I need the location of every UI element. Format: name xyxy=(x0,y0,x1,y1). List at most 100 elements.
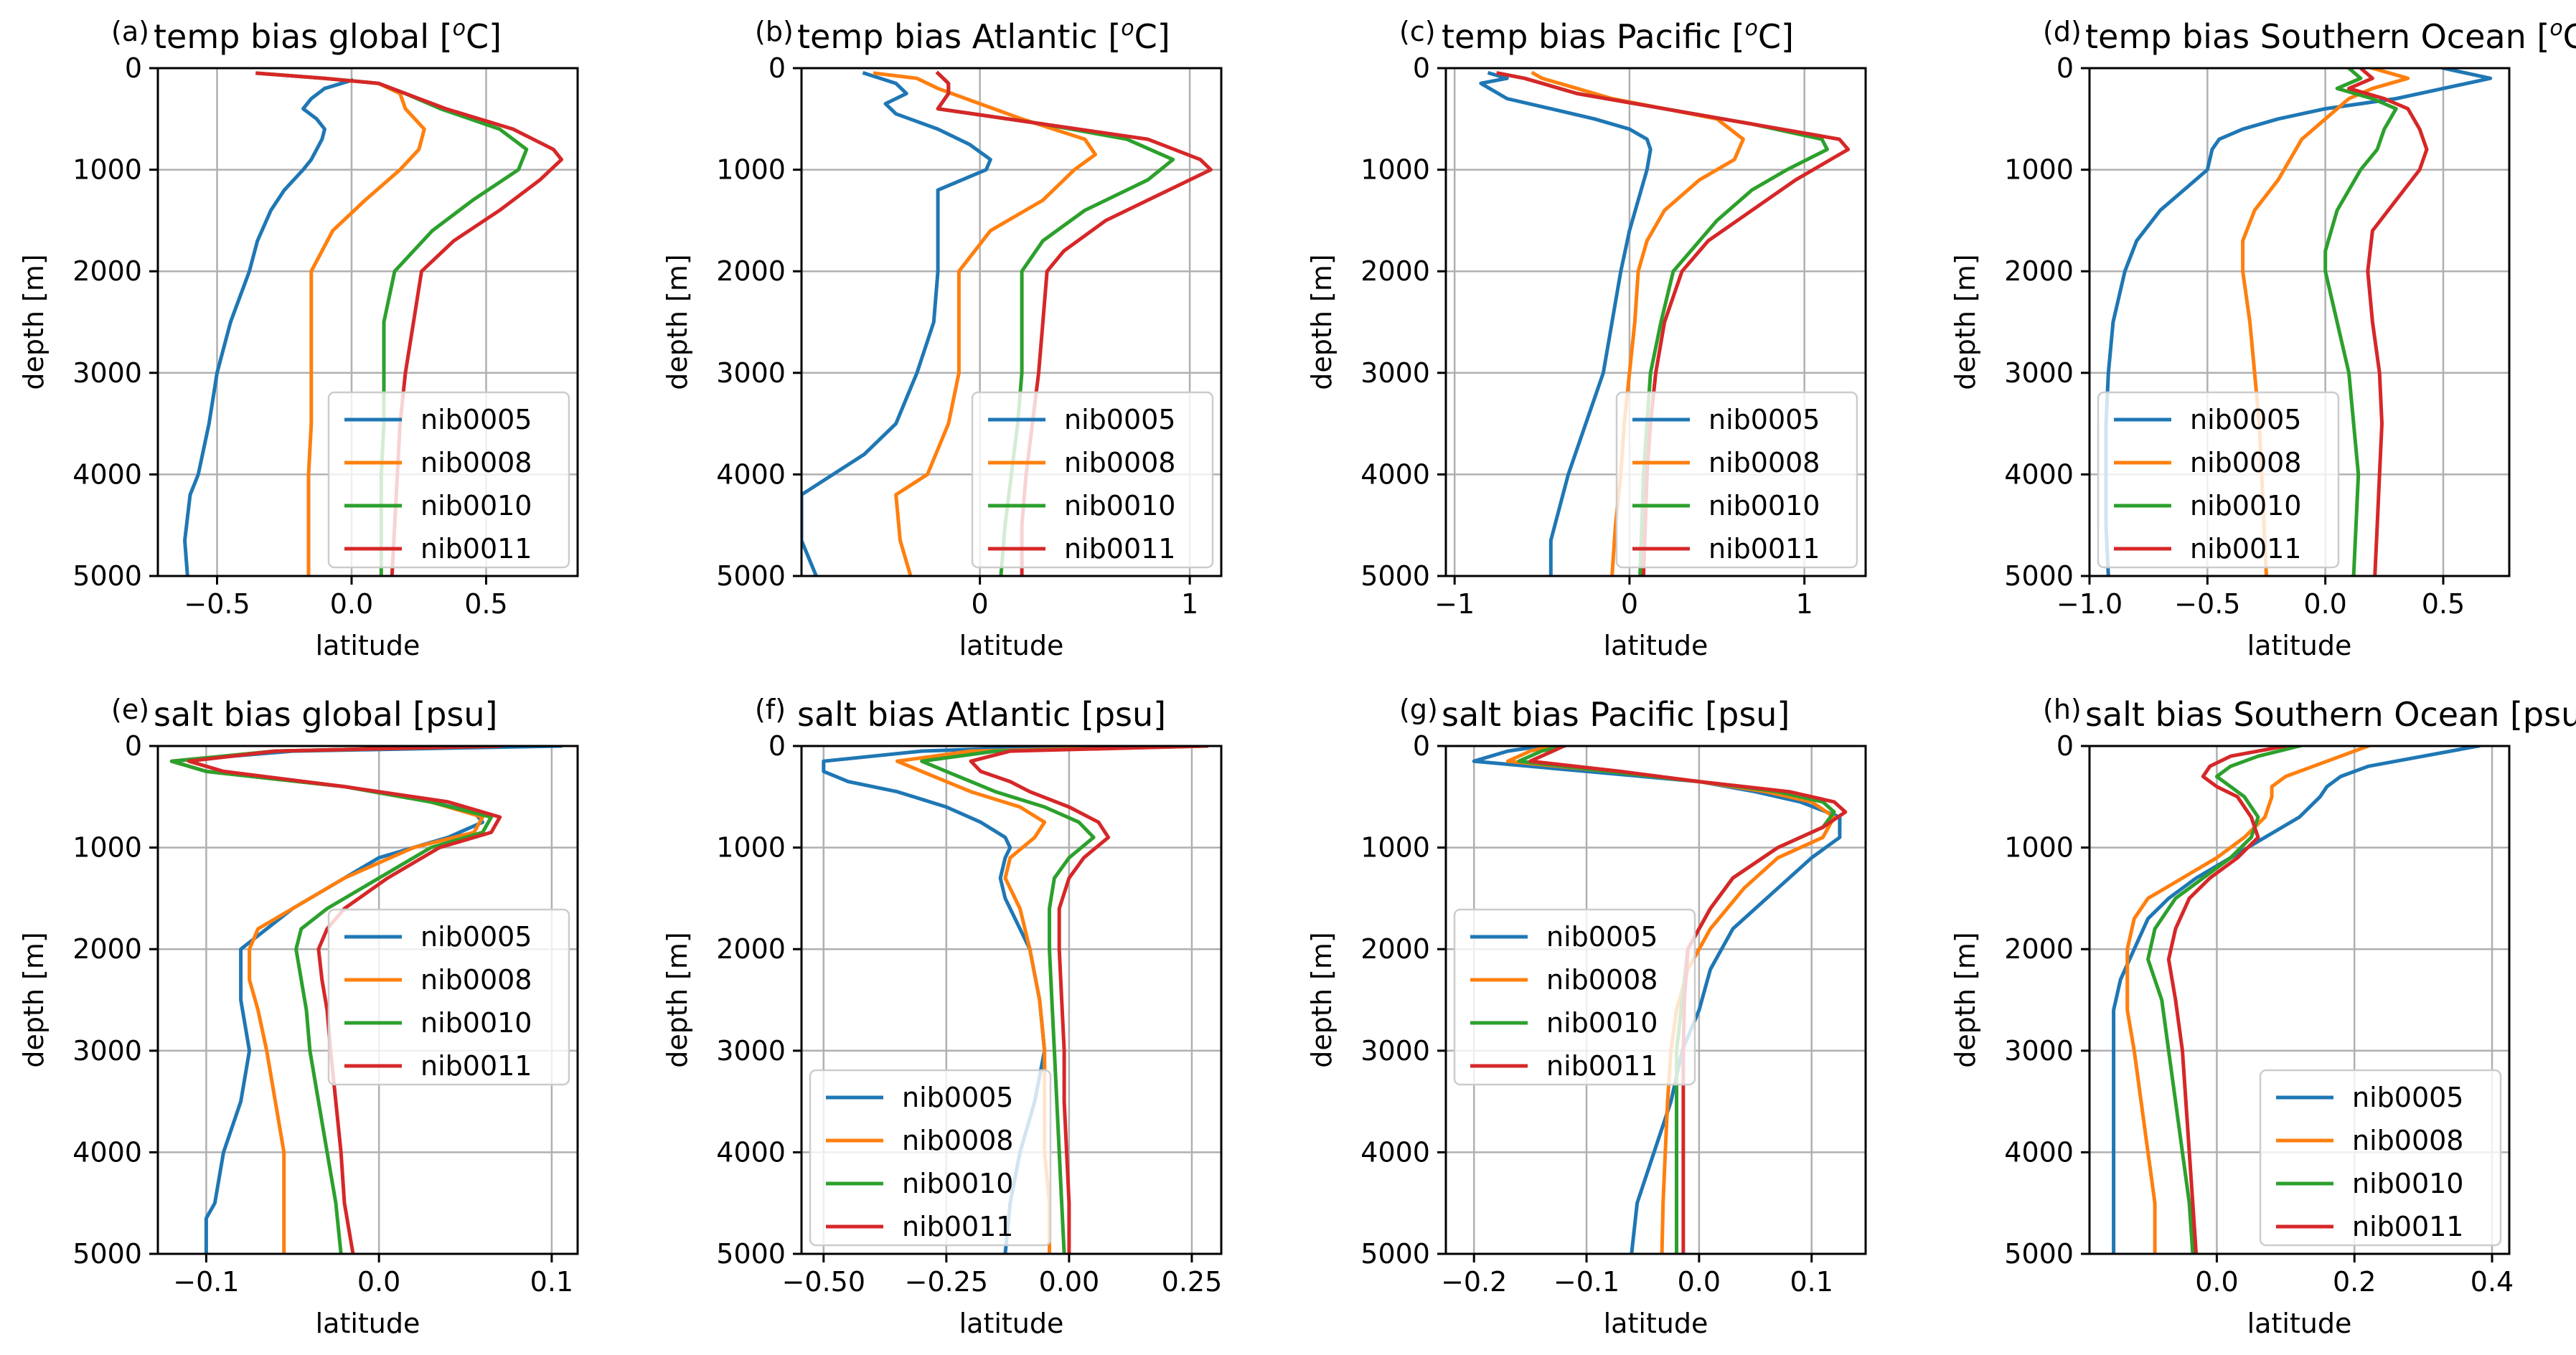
x-axis-label: latitude xyxy=(316,1308,420,1339)
x-tick-label: 0.0 xyxy=(1678,1266,1721,1298)
x-tick-label: −0.50 xyxy=(782,1266,865,1298)
y-tick-label: 5000 xyxy=(716,560,786,592)
title-superscript: o xyxy=(1121,16,1134,41)
y-axis-label: depth [m] xyxy=(662,254,693,389)
axes-frame xyxy=(2088,67,2511,577)
x-tick-label: 1 xyxy=(1796,588,1813,620)
x-axis-label: latitude xyxy=(316,630,420,661)
y-tick-label: 3000 xyxy=(1360,357,1430,389)
legend-label-nib0011: nib0011 xyxy=(2190,533,2301,565)
panel-b: 0 1 0 1000 2000 3000 4000 5000 latitude depth [m]… xyxy=(662,16,1223,661)
title-unit: C] xyxy=(1758,17,1794,56)
legend-label-nib0005: nib0005 xyxy=(902,1082,1013,1113)
y-axis-label: depth [m] xyxy=(18,254,50,389)
legend-label-nib0010: nib0010 xyxy=(902,1168,1013,1199)
legend: nib0005 nib0008 nib0010 nib0011 xyxy=(971,391,1214,569)
legend: nib0005 nib0008 nib0010 nib0011 xyxy=(1615,391,1858,569)
panel-prefix: (c) xyxy=(1399,16,1436,47)
x-tick-label: 0.5 xyxy=(2422,588,2465,620)
y-tick-label: 4000 xyxy=(716,1136,786,1168)
y-tick-label: 3000 xyxy=(716,357,786,389)
y-tick-label: 5000 xyxy=(1360,560,1430,592)
x-tick-label: 0.0 xyxy=(330,588,373,620)
panel-title: temp bias global [oC] xyxy=(154,16,502,56)
panel-title: salt bias Atlantic [psu] xyxy=(797,695,1166,734)
x-tick-label: 0.0 xyxy=(2195,1266,2238,1298)
axes-frame xyxy=(1444,745,1867,1255)
legend-label-nib0011: nib0011 xyxy=(420,1050,532,1082)
series-line-nib0005 xyxy=(2112,746,2481,1254)
legend-box xyxy=(327,391,570,569)
title-unit: C] xyxy=(466,17,502,56)
x-tick-label: 0 xyxy=(1621,588,1638,620)
series-line-nib0008 xyxy=(873,71,1097,576)
axes-frame xyxy=(1444,67,1867,577)
y-tick-label: 5000 xyxy=(2004,1238,2074,1270)
x-tick-label: 0.2 xyxy=(2333,1266,2376,1298)
x-axis-label: latitude xyxy=(2247,630,2352,661)
y-tick-label: 5000 xyxy=(72,560,142,592)
y-tick-label: 1000 xyxy=(1360,154,1430,186)
y-tick-label: 4000 xyxy=(2004,458,2074,490)
y-tick-label: 4000 xyxy=(2004,1136,2074,1168)
y-tick-label: 0 xyxy=(1413,730,1430,762)
series-line-nib0011 xyxy=(187,746,502,1254)
x-axis-label: latitude xyxy=(959,630,1064,661)
y-tick-label: 3000 xyxy=(2004,1035,2074,1067)
y-tick-label: 1000 xyxy=(716,832,786,864)
legend-label-nib0005: nib0005 xyxy=(420,921,532,953)
x-tick-label: 0.0 xyxy=(357,1266,400,1298)
x-tick-label: −1.0 xyxy=(2056,588,2123,620)
y-tick-label: 2000 xyxy=(2004,255,2074,287)
y-tick-label: 3000 xyxy=(72,1035,142,1067)
series-line-nib0010 xyxy=(2323,68,2398,576)
legend-box xyxy=(1453,908,1696,1086)
y-tick-label: 0 xyxy=(125,52,142,84)
x-tick-label: −0.1 xyxy=(173,1266,239,1298)
y-axis-label: depth [m] xyxy=(662,932,693,1067)
title-unit: C] xyxy=(2563,17,2576,56)
y-tick-label: 1000 xyxy=(72,832,142,864)
legend-label-nib0005: nib0005 xyxy=(2190,404,2301,435)
series-line-nib0008 xyxy=(2125,746,2371,1254)
y-tick-label: 2000 xyxy=(1360,255,1430,287)
legend-label-nib0008: nib0008 xyxy=(420,447,532,478)
series-group xyxy=(1472,746,1848,1254)
title-text: temp bias Southern Ocean [ xyxy=(2085,17,2549,56)
title-text: salt bias Atlantic [psu] xyxy=(797,695,1166,734)
x-tick-label: 0 xyxy=(972,588,989,620)
series-line-nib0005 xyxy=(1479,71,1653,576)
x-axis-label: latitude xyxy=(1604,630,1708,661)
y-tick-label: 5000 xyxy=(2004,560,2074,592)
y-tick-label: 2000 xyxy=(72,255,142,287)
y-tick-label: 4000 xyxy=(1360,458,1430,490)
y-tick-label: 1000 xyxy=(72,154,142,186)
x-tick-label: 1 xyxy=(1181,588,1198,620)
y-tick-label: 5000 xyxy=(716,1238,786,1270)
x-tick-label: 0.5 xyxy=(464,588,507,620)
y-tick-label: 0 xyxy=(2056,730,2074,762)
axes-frame xyxy=(156,67,579,577)
legend-box xyxy=(327,908,570,1086)
x-tick-label: 0.4 xyxy=(2471,1266,2514,1298)
x-tick-label: 0.1 xyxy=(1790,1266,1833,1298)
y-axis-label: depth [m] xyxy=(1950,254,1981,389)
x-tick-label: −0.5 xyxy=(2174,588,2240,620)
series-group xyxy=(2112,746,2481,1254)
legend-label-nib0008: nib0008 xyxy=(420,964,532,996)
y-axis-label: depth [m] xyxy=(1950,932,1981,1067)
y-tick-label: 0 xyxy=(768,52,786,84)
panel-prefix: (a) xyxy=(111,16,149,47)
y-axis-label: depth [m] xyxy=(1306,254,1338,389)
y-tick-label: 1000 xyxy=(2004,154,2074,186)
series-line-nib0005 xyxy=(183,77,354,576)
y-tick-label: 3000 xyxy=(716,1035,786,1067)
y-tick-label: 3000 xyxy=(1360,1035,1430,1067)
legend: nib0005 nib0008 nib0010 nib0011 xyxy=(327,908,570,1086)
legend-label-nib0008: nib0008 xyxy=(902,1125,1013,1156)
series-line-nib0011 xyxy=(2347,68,2429,576)
y-tick-label: 0 xyxy=(2056,52,2074,84)
panel-e: −0.1 0.0 0.1 0 1000 2000 3000 4000 5000 latitude d… xyxy=(18,694,579,1339)
legend: nib0005 nib0008 nib0010 nib0011 xyxy=(327,391,570,569)
title-text: salt bias Southern Ocean [psu] xyxy=(2085,695,2576,734)
